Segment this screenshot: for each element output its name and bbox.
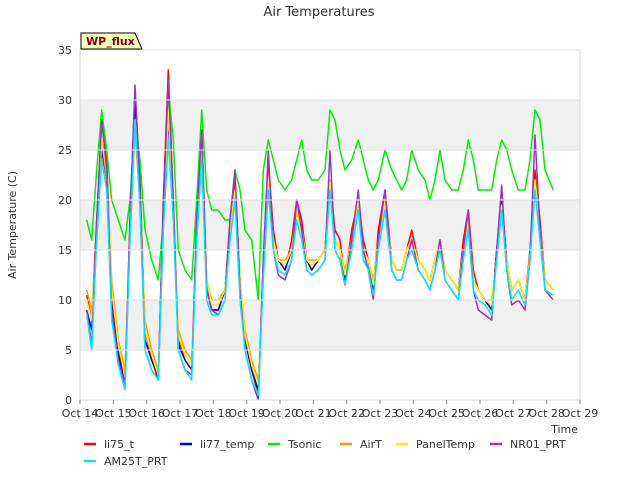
grid-band <box>80 100 580 150</box>
x-tick-label: Oct 16 <box>128 407 165 420</box>
x-tick-label: Oct 22 <box>328 407 365 420</box>
x-tick-label: Oct 23 <box>362 407 399 420</box>
y-tick-label: 25 <box>58 144 72 157</box>
grid-band <box>80 350 580 400</box>
chart-title: Air Temperatures <box>263 5 374 20</box>
y-tick-label: 0 <box>65 394 72 407</box>
grid-band <box>80 300 580 350</box>
legend-label: PanelTemp <box>416 438 475 451</box>
x-tick-label: Oct 18 <box>195 407 232 420</box>
x-tick-label: Oct 15 <box>95 407 132 420</box>
badge-label: WP_flux <box>86 35 135 48</box>
legend-item: Tsonic <box>268 438 321 451</box>
x-tick-label: Oct 14 <box>62 407 99 420</box>
x-tick-label: Oct 28 <box>528 407 565 420</box>
x-tick-label: Oct 20 <box>262 407 299 420</box>
x-tick-label: Oct 25 <box>428 407 465 420</box>
legend-label: li77_temp <box>200 438 254 451</box>
y-axis-label: Air Temperature (C) <box>6 171 19 279</box>
grid-band <box>80 50 580 100</box>
legend-item: AirT <box>340 438 382 451</box>
legend-label: AM25T_PRT <box>104 455 168 468</box>
y-tick-label: 30 <box>58 94 72 107</box>
x-tick-label: Oct 17 <box>162 407 199 420</box>
legend-label: AirT <box>360 438 382 451</box>
wp-flux-badge: WP_flux <box>80 32 143 50</box>
legend-label: li75_t <box>104 438 135 451</box>
legend-item: li75_t <box>84 438 135 451</box>
y-tick-label: 35 <box>58 44 72 57</box>
legend-label: Tsonic <box>287 438 321 451</box>
x-axis-label: Time <box>550 423 578 436</box>
legend-item: NR01_PRT <box>490 438 566 451</box>
y-tick-label: 20 <box>58 194 72 207</box>
y-axis: 0 5 10 15 20 25 30 35 <box>58 44 580 407</box>
y-tick-label: 15 <box>58 244 72 257</box>
legend-item: li77_temp <box>180 438 254 451</box>
x-tick-label: Oct 24 <box>395 407 432 420</box>
y-tick-label: 5 <box>65 344 72 357</box>
legend-item: PanelTemp <box>396 438 475 451</box>
legend: li75_t li77_temp Tsonic AirT PanelTemp NR01_P… <box>84 438 566 468</box>
x-tick-label: Oct 19 <box>228 407 265 420</box>
y-tick-label: 10 <box>58 294 72 307</box>
grid-bands <box>80 50 580 400</box>
series-line-am25t-prt <box>85 119 554 396</box>
legend-item: AM25T_PRT <box>84 455 168 468</box>
x-tick-label: Oct 27 <box>495 407 532 420</box>
x-tick-label: Oct 21 <box>295 407 332 420</box>
x-tick-label: Oct 29 <box>562 407 599 420</box>
x-tick-label: Oct 26 <box>462 407 499 420</box>
legend-label: NR01_PRT <box>510 438 566 451</box>
